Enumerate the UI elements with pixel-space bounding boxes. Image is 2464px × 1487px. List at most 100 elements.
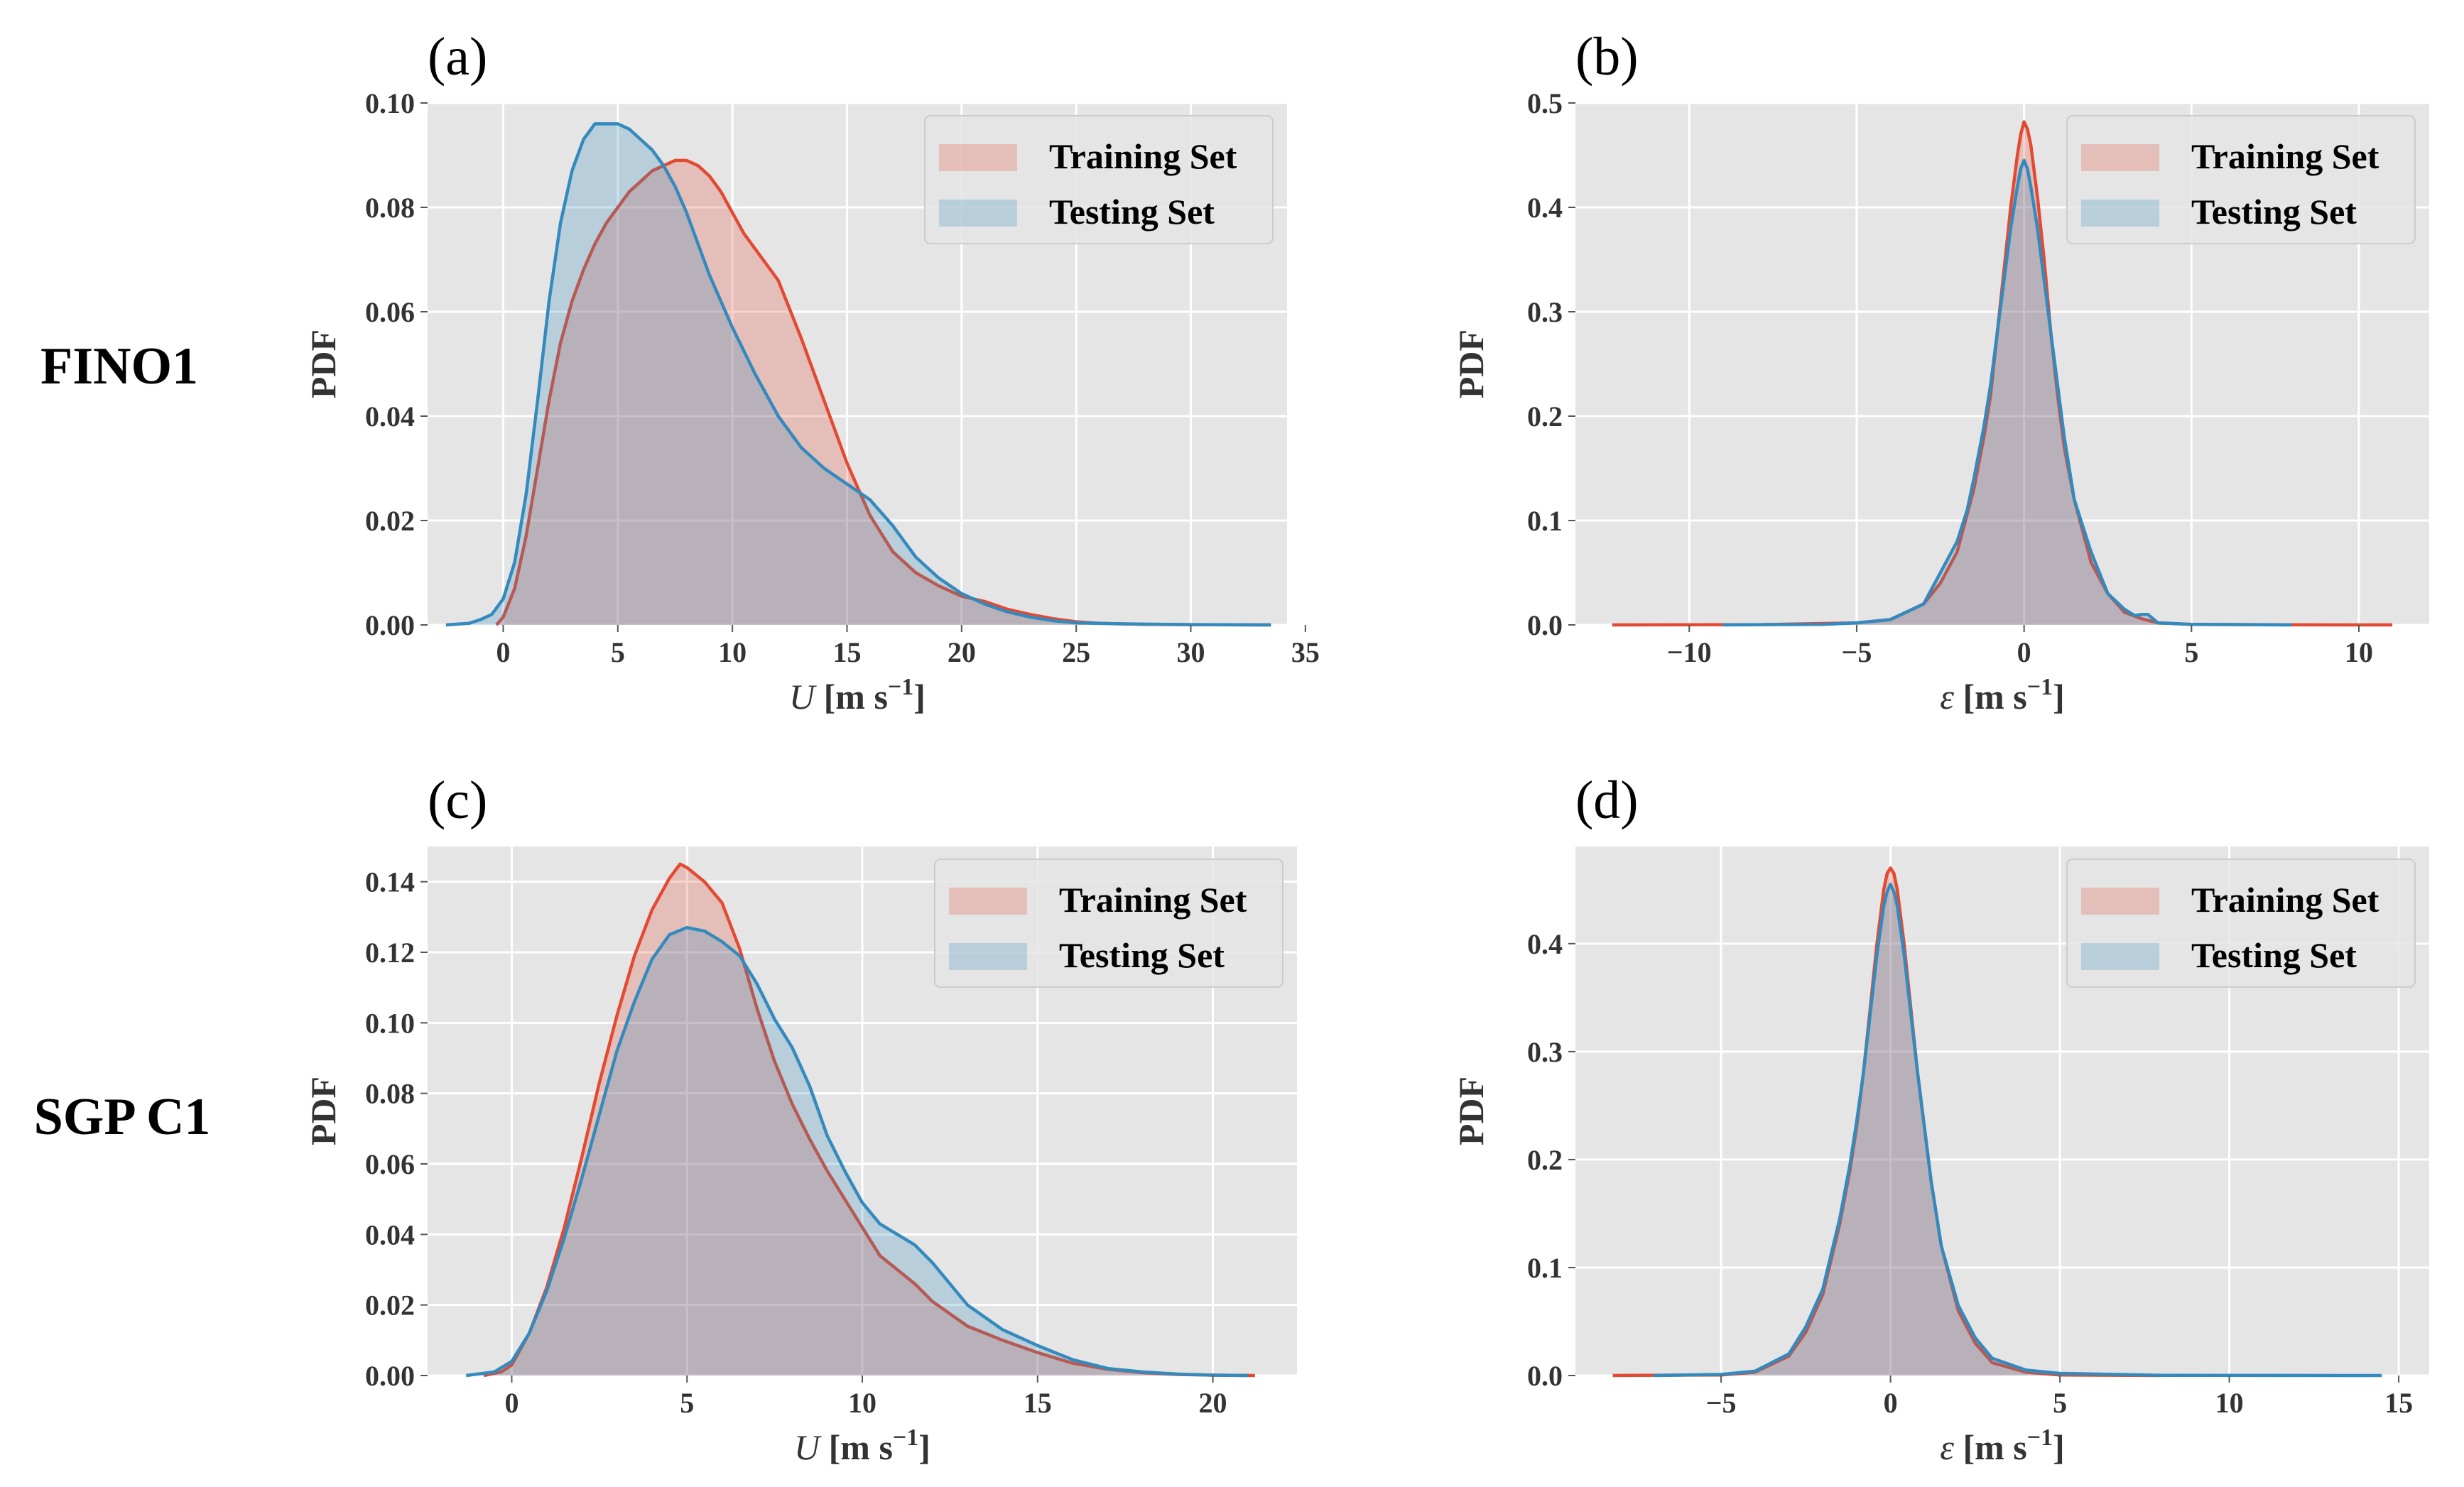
series-line-testing: [445, 122, 1271, 627]
legend-swatch-testing: [2081, 943, 2159, 970]
legend-box: [2066, 859, 2416, 988]
y-tick-label: 0.0: [1527, 1360, 1563, 1392]
x-axis-label: U [m s−1]: [794, 1425, 930, 1467]
legend: Training Set Testing Set: [2066, 115, 2416, 244]
x-axis-label: ε [m s−1]: [1940, 674, 2065, 717]
legend-label-testing: Testing Set: [1059, 935, 1225, 975]
y-tick-label: 0.5: [1527, 87, 1563, 119]
y-tick-label: 0.4: [1527, 192, 1563, 224]
y-tick-label: 0.02: [365, 1290, 415, 1322]
x-tick-label: 10: [2345, 636, 2373, 668]
y-tick-label: 0.10: [365, 1007, 415, 1039]
legend-label-training: Training Set: [2191, 880, 2379, 920]
legend: Training Set Testing Set: [934, 859, 1283, 988]
x-tick-label: 15: [832, 636, 861, 668]
series-area-testing: [1653, 884, 2382, 1376]
panel-label: (d): [1575, 770, 1639, 830]
legend-swatch-training: [949, 888, 1027, 915]
series-area-testing: [445, 124, 1271, 625]
legend-label-testing: Testing Set: [2191, 935, 2357, 975]
panel-label: (b): [1575, 27, 1639, 87]
legend-label-testing: Testing Set: [2191, 192, 2357, 232]
y-axis-label: PDF: [303, 329, 343, 398]
y-tick-label: 0.3: [1527, 296, 1563, 328]
legend-swatch-training: [2081, 144, 2159, 171]
y-tick-label: 0.00: [365, 1360, 415, 1392]
y-tick-label: 0.04: [365, 1219, 415, 1251]
y-tick-label: 0.08: [365, 1078, 415, 1110]
x-tick-label: 10: [2215, 1387, 2244, 1419]
y-tick-label: 0.08: [365, 192, 415, 224]
legend: Training Set Testing Set: [924, 115, 1274, 244]
series-area-testing: [1722, 160, 2292, 625]
x-axis-label-unit: [m s: [1954, 1427, 2027, 1467]
y-tick-label: 0.14: [365, 866, 415, 898]
x-tick-label: 5: [611, 636, 625, 668]
y-tick-label: 0.4: [1527, 928, 1563, 960]
series-line-testing: [1653, 882, 2382, 1378]
legend-swatch-training: [2081, 888, 2159, 915]
x-tick-label: 35: [1291, 636, 1320, 668]
series-area-testing: [466, 927, 1248, 1376]
y-tick-label: 0.06: [365, 1148, 415, 1180]
series-area-training: [484, 864, 1255, 1376]
legend-box: [2066, 115, 2416, 244]
legend-label-training: Training Set: [1059, 880, 1247, 920]
legend-label-training: Training Set: [2191, 136, 2379, 176]
y-tick-label: 0.1: [1527, 505, 1563, 537]
x-tick-label: 30: [1176, 636, 1205, 668]
series-line-training: [495, 158, 1271, 627]
legend-swatch-testing: [939, 200, 1017, 227]
y-tick-label: 0.02: [365, 505, 415, 537]
x-tick-label: 10: [718, 636, 747, 668]
chart-panel-a: 0 5 10 15 20 25 30 35 0.00 0.02 0.04 0.06 0.08 0.10 PD…: [303, 27, 1320, 717]
series-line-testing: [466, 925, 1248, 1378]
x-axis-label-var: ε: [1940, 677, 1954, 717]
legend-box: [934, 859, 1283, 988]
x-tick-label: −10: [1667, 636, 1712, 668]
chart-panel-c: 0 5 10 15 20 0.00 0.02 0.04 0.06 0.08 0.10 0.12 0.14…: [303, 770, 1297, 1467]
y-tick-label: 0.1: [1527, 1252, 1563, 1284]
x-axis-label-close: ]: [918, 1427, 930, 1467]
x-tick-label: 0: [1884, 1387, 1898, 1419]
x-tick-label: 0: [2017, 636, 2031, 668]
x-axis-label: U [m s−1]: [789, 674, 926, 717]
legend-box: [924, 115, 1274, 244]
y-tick-label: 0.06: [365, 296, 415, 328]
x-tick-label: 5: [2184, 636, 2198, 668]
y-tick-label: 0.04: [365, 401, 415, 432]
series-area-training: [496, 160, 1271, 625]
y-tick-label: 0.3: [1527, 1036, 1563, 1068]
x-axis-label-var: U: [789, 677, 817, 717]
legend-label-testing: Testing Set: [1049, 192, 1215, 232]
x-tick-label: 0: [504, 1387, 519, 1419]
x-tick-label: 15: [2384, 1387, 2413, 1419]
legend-label-training: Training Set: [1049, 136, 1237, 176]
legend-swatch-training: [939, 144, 1017, 171]
y-tick-label: 0.2: [1527, 1144, 1563, 1176]
x-tick-label: −5: [1842, 636, 1872, 668]
x-axis-label-unit: [m s: [1954, 677, 2027, 717]
x-axis-label-close: ]: [2053, 1427, 2065, 1467]
chart-panel-d: −5 0 5 10 15 0.0 0.1 0.2 0.3 0.4 PDF ε [m s−1] (d) Tr…: [1451, 770, 2429, 1467]
x-tick-label: 10: [848, 1387, 876, 1419]
x-axis-label-var: ε: [1940, 1427, 1954, 1467]
x-axis-label: ε [m s−1]: [1940, 1425, 2065, 1467]
panel-label: (a): [428, 27, 487, 87]
y-tick-label: 0.0: [1527, 609, 1563, 641]
legend: Training Set Testing Set: [2066, 859, 2416, 988]
x-tick-label: 20: [1199, 1387, 1227, 1419]
x-axis-label-exp: −1: [2027, 1425, 2053, 1451]
x-axis-label-unit: [m s: [820, 1427, 893, 1467]
x-tick-label: 0: [496, 636, 510, 668]
y-axis-label: PDF: [1451, 329, 1491, 398]
x-tick-label: −5: [1706, 1387, 1737, 1419]
panels: 0 5 10 15 20 25 30 350.000.020.040.060.080.10PD…: [303, 27, 2429, 1467]
x-tick-label: 25: [1062, 636, 1090, 668]
series-area-training: [1612, 121, 2393, 625]
series-area-training: [1612, 868, 2162, 1376]
series-line-testing: [1722, 158, 2292, 627]
x-axis-label-close: ]: [913, 677, 926, 717]
y-tick-label: 0.12: [365, 937, 415, 969]
row-label-sgp-c1: SGP C1: [34, 1088, 211, 1146]
